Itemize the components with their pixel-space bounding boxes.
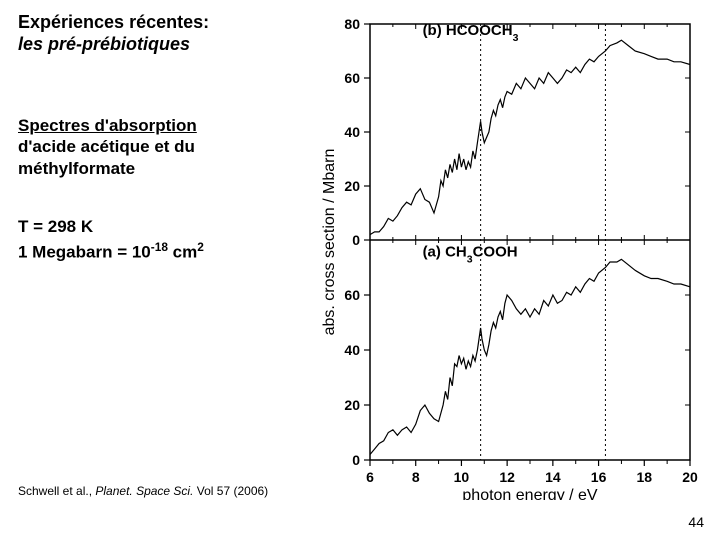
svg-text:8: 8 (412, 469, 420, 485)
svg-text:abs. cross section / Mbarn: abs. cross section / Mbarn (321, 149, 338, 336)
param-temp: T = 298 K (18, 215, 308, 239)
svg-text:80: 80 (344, 16, 360, 32)
svg-text:60: 60 (344, 70, 360, 86)
svg-text:0: 0 (352, 232, 360, 248)
svg-text:40: 40 (344, 342, 360, 358)
section-underlined: Spectres d'absorption (18, 116, 197, 135)
svg-text:(a) CH3COOH: (a) CH3COOH (423, 244, 518, 266)
param-megabarn: 1 Megabarn = 10-18 cm2 (18, 239, 308, 264)
svg-text:20: 20 (344, 397, 360, 413)
svg-text:photon energy / eV: photon energy / eV (462, 487, 598, 500)
svg-text:18: 18 (636, 469, 652, 485)
svg-text:40: 40 (344, 124, 360, 140)
svg-text:(b) HCOOCH3: (b) HCOOCH3 (423, 22, 519, 44)
svg-text:6: 6 (366, 469, 374, 485)
svg-text:20: 20 (344, 178, 360, 194)
title-line1: Expériences récentes: (18, 12, 308, 34)
page-number: 44 (688, 514, 704, 530)
chart-svg: 6 8 10 12 14 16 18 20 photon energy / eV 0 20 40 60 8… (320, 8, 708, 500)
section-rest1: d'acide acétique et du (18, 137, 195, 156)
svg-text:14: 14 (545, 469, 561, 485)
section-heading: Spectres d'absorption d'acide acétique e… (18, 115, 308, 179)
svg-text:12: 12 (499, 469, 515, 485)
svg-text:0: 0 (352, 452, 360, 468)
svg-text:20: 20 (682, 469, 698, 485)
svg-text:16: 16 (591, 469, 607, 485)
svg-text:60: 60 (344, 287, 360, 303)
svg-text:10: 10 (454, 469, 470, 485)
section-rest2: méthylformate (18, 159, 135, 178)
citation: Schwell et al., Planet. Space Sci. Vol 5… (18, 484, 268, 498)
params-block: T = 298 K 1 Megabarn = 10-18 cm2 (18, 215, 308, 264)
absorption-spectra-chart: 6 8 10 12 14 16 18 20 photon energy / eV 0 20 40 60 8… (320, 8, 708, 508)
title-line2: les pré-prébiotiques (18, 34, 308, 56)
slide-title: Expériences récentes: les pré-prébiotiqu… (18, 12, 308, 55)
